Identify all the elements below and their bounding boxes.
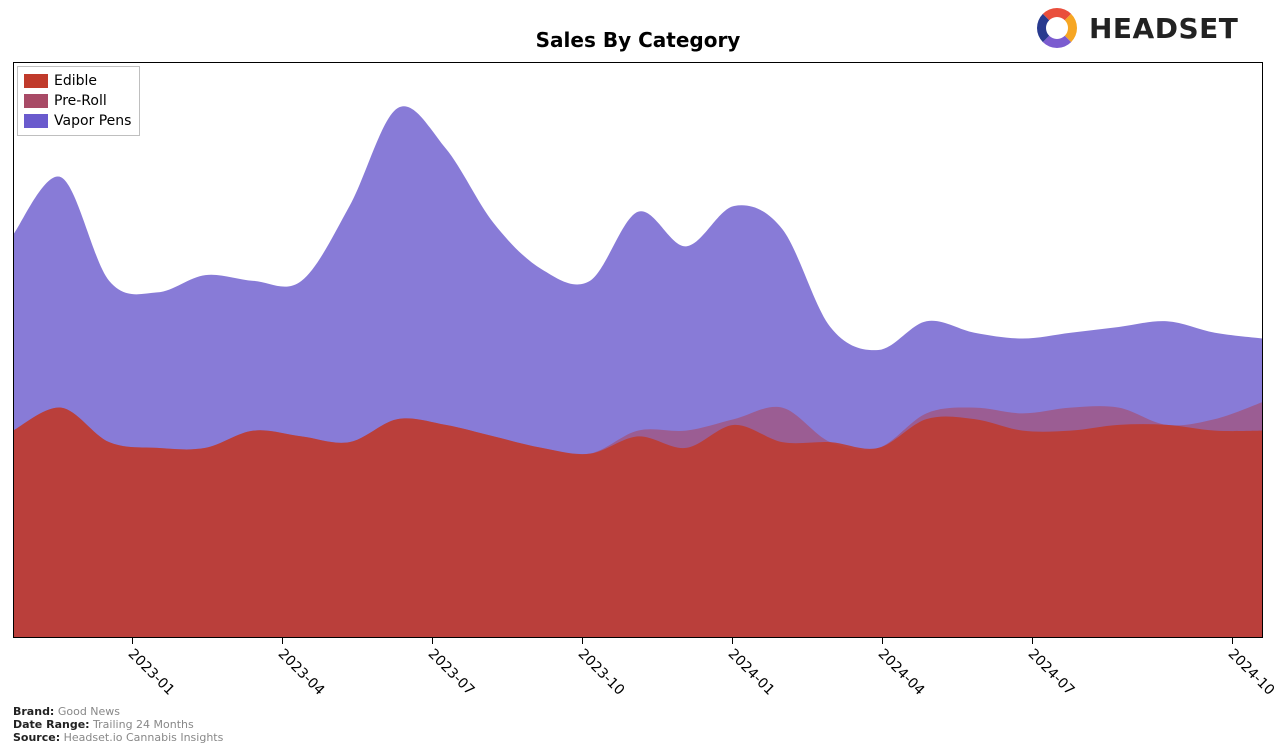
footer-value: Good News (54, 705, 120, 718)
footer-value: Headset.io Cannabis Insights (60, 731, 223, 744)
x-tick-label: 2024-04 (874, 646, 927, 699)
x-tick-label: 2024-07 (1024, 646, 1077, 699)
x-tick-mark (582, 638, 583, 644)
x-tick-mark (882, 638, 883, 644)
legend-label: Pre-Roll (54, 91, 107, 111)
x-tick-mark (732, 638, 733, 644)
footer-line: Date Range: Trailing 24 Months (13, 718, 223, 731)
legend-swatch (24, 94, 48, 108)
footer-label: Brand: (13, 705, 54, 718)
x-tick-mark (432, 638, 433, 644)
footer-line: Source: Headset.io Cannabis Insights (13, 731, 223, 744)
footer-value: Trailing 24 Months (90, 718, 194, 731)
legend-item: Pre-Roll (24, 91, 131, 111)
chart-title: Sales By Category (0, 28, 1276, 52)
x-tick-label: 2024-10 (1224, 646, 1276, 699)
area-chart-svg (13, 62, 1263, 638)
figure: HEADSET Sales By Category EdiblePre-Roll… (0, 0, 1276, 746)
x-tick-label: 2023-10 (574, 646, 627, 699)
footer-label: Source: (13, 731, 60, 744)
x-tick-label: 2024-01 (724, 646, 777, 699)
plot-area: EdiblePre-RollVapor Pens (13, 62, 1263, 638)
x-tick-mark (1232, 638, 1233, 644)
legend-item: Edible (24, 71, 131, 91)
legend-label: Vapor Pens (54, 111, 131, 131)
legend-swatch (24, 114, 48, 128)
footer-label: Date Range: (13, 718, 90, 731)
legend-item: Vapor Pens (24, 111, 131, 131)
footer-metadata: Brand: Good NewsDate Range: Trailing 24 … (13, 705, 223, 744)
x-tick-label: 2023-04 (274, 646, 327, 699)
legend-label: Edible (54, 71, 97, 91)
x-tick-label: 2023-01 (124, 646, 177, 699)
x-tick-mark (132, 638, 133, 644)
legend: EdiblePre-RollVapor Pens (17, 66, 140, 136)
x-tick-mark (1032, 638, 1033, 644)
footer-line: Brand: Good News (13, 705, 223, 718)
x-tick-label: 2023-07 (424, 646, 477, 699)
x-tick-mark (282, 638, 283, 644)
legend-swatch (24, 74, 48, 88)
